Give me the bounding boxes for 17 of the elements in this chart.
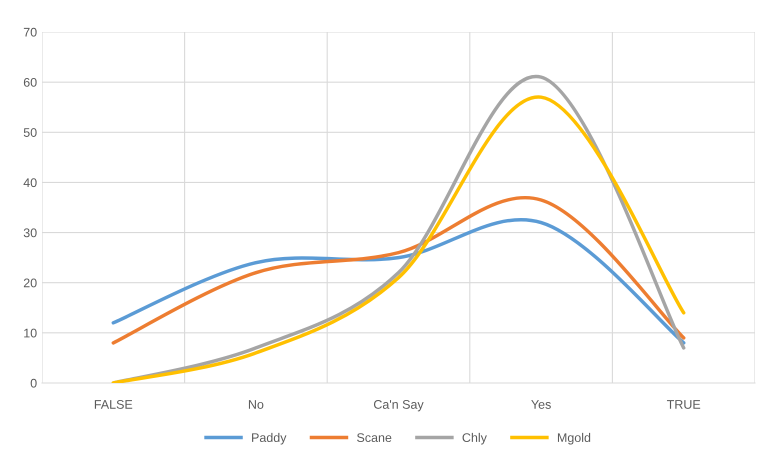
y-tick-label: 50	[24, 128, 37, 137]
x-tick-label: FALSE	[94, 400, 132, 409]
y-tick-label: 20	[24, 278, 37, 288]
legend-label: Chly	[462, 432, 487, 445]
x-tick-label: TRUE	[666, 400, 700, 409]
y-tick-label: 60	[24, 78, 37, 87]
y-tick-label: 30	[24, 228, 37, 238]
x-tick-label: Yes	[531, 400, 551, 409]
y-tick-label: 0	[30, 378, 37, 388]
y-tick-label: 40	[24, 178, 37, 188]
legend-label: Paddy	[252, 432, 286, 445]
y-tick-label: 10	[24, 328, 37, 338]
x-tick-label: Ca'n Say	[374, 400, 424, 412]
y-tick-label: 70	[24, 28, 37, 37]
legend-label: Scane	[357, 433, 392, 442]
x-tick-label: No	[248, 400, 264, 409]
legend-label: Mgold	[558, 432, 590, 445]
